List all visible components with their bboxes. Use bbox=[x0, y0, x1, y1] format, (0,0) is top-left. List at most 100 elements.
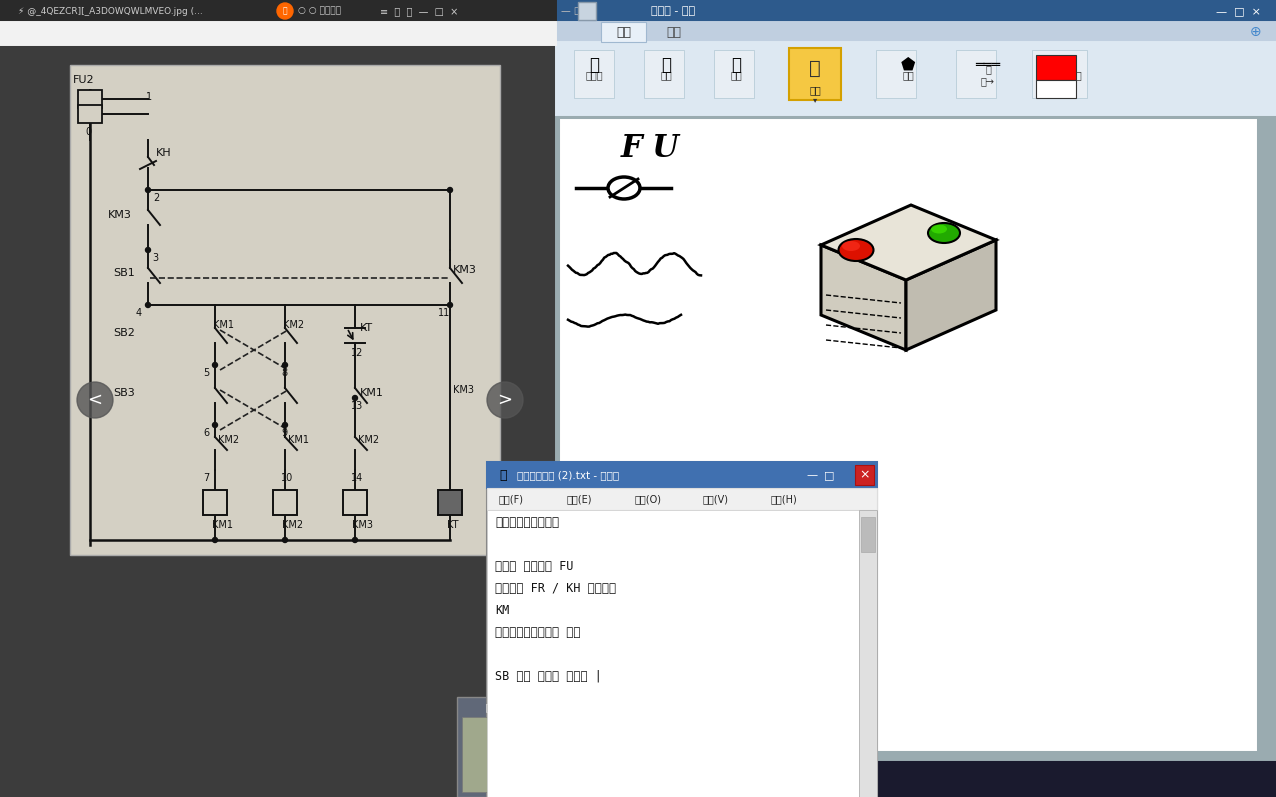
Ellipse shape bbox=[842, 241, 860, 251]
Bar bbox=[556, 42, 1276, 115]
Text: 🖌: 🖌 bbox=[809, 58, 820, 77]
Text: 7: 7 bbox=[203, 473, 209, 483]
Polygon shape bbox=[820, 245, 906, 350]
Text: —: — bbox=[806, 470, 818, 480]
Bar bbox=[1036, 55, 1076, 80]
Text: >: > bbox=[498, 391, 513, 409]
Text: ⊕: ⊕ bbox=[1250, 25, 1262, 39]
Text: ≡  ⧉  平  —  □  ×: ≡ ⧉ 平 — □ × bbox=[380, 6, 458, 16]
Bar bbox=[556, 0, 1276, 22]
Circle shape bbox=[352, 537, 357, 543]
Text: — □ ×: — □ × bbox=[561, 6, 595, 16]
Bar bbox=[487, 510, 859, 797]
Text: 查看: 查看 bbox=[666, 26, 681, 38]
Text: 电气控制装配与调试: 电气控制装配与调试 bbox=[495, 516, 559, 528]
Bar bbox=[556, 115, 1276, 760]
Circle shape bbox=[213, 537, 217, 543]
Text: KM1: KM1 bbox=[288, 435, 309, 445]
Text: 颜色: 颜色 bbox=[1071, 70, 1082, 80]
Bar bbox=[273, 490, 297, 515]
Ellipse shape bbox=[928, 223, 960, 243]
Text: KM3: KM3 bbox=[453, 385, 473, 395]
Bar bbox=[462, 717, 527, 792]
Circle shape bbox=[77, 382, 114, 418]
Bar bbox=[1032, 50, 1087, 98]
Circle shape bbox=[145, 303, 151, 308]
Text: —  □  ×: — □ × bbox=[1216, 6, 1261, 16]
Text: 新建文本文档 (2).txt - 记事本: 新建文本文档 (2).txt - 记事本 bbox=[517, 470, 619, 480]
Text: 帮助(H): 帮助(H) bbox=[771, 494, 798, 504]
Ellipse shape bbox=[838, 239, 874, 261]
Bar bbox=[956, 50, 997, 98]
Bar bbox=[78, 90, 102, 108]
Text: ⬟: ⬟ bbox=[901, 56, 915, 74]
Text: 编辑(E): 编辑(E) bbox=[567, 494, 592, 504]
Text: 熔断器 短路保护 FU: 熔断器 短路保护 FU bbox=[495, 559, 573, 572]
Circle shape bbox=[448, 187, 453, 193]
Polygon shape bbox=[906, 240, 997, 350]
Text: ×: × bbox=[860, 469, 870, 481]
Text: 格式(O): 格式(O) bbox=[635, 494, 662, 504]
Text: 热继电器 FR / KH 过载保护: 热继电器 FR / KH 过载保护 bbox=[495, 582, 616, 595]
Text: 6: 6 bbox=[203, 428, 209, 438]
Bar bbox=[487, 462, 877, 488]
Text: 工具: 工具 bbox=[730, 70, 741, 80]
Circle shape bbox=[487, 382, 523, 418]
Text: 粗
细→: 粗 细→ bbox=[981, 65, 995, 86]
Text: 5: 5 bbox=[203, 368, 209, 378]
Text: F U: F U bbox=[621, 132, 680, 163]
Text: KM1: KM1 bbox=[212, 520, 234, 530]
Ellipse shape bbox=[607, 177, 641, 199]
Circle shape bbox=[213, 363, 217, 367]
Text: 3: 3 bbox=[152, 253, 158, 263]
Bar bbox=[343, 490, 367, 515]
Text: 10: 10 bbox=[281, 473, 293, 483]
Text: 11: 11 bbox=[438, 308, 450, 318]
Text: KM1: KM1 bbox=[213, 320, 234, 330]
Text: 文件(F): 文件(F) bbox=[499, 494, 524, 504]
Text: KM2: KM2 bbox=[283, 320, 304, 330]
Bar bbox=[789, 48, 841, 100]
Text: KH: KH bbox=[156, 148, 172, 158]
Text: 刷子: 刷子 bbox=[809, 85, 820, 95]
Text: 查看(V): 查看(V) bbox=[703, 494, 729, 504]
Text: □: □ bbox=[824, 470, 835, 480]
Bar bbox=[861, 517, 875, 552]
Bar bbox=[561, 120, 1256, 750]
Text: KM2: KM2 bbox=[282, 520, 304, 530]
Text: KM2: KM2 bbox=[359, 435, 379, 445]
Bar bbox=[457, 697, 532, 797]
Bar bbox=[644, 50, 684, 98]
Circle shape bbox=[282, 537, 287, 543]
Bar bbox=[438, 490, 462, 515]
Text: 9: 9 bbox=[281, 428, 287, 438]
Text: 🔧: 🔧 bbox=[731, 56, 741, 74]
Bar bbox=[859, 510, 877, 797]
Text: KM1: KM1 bbox=[360, 388, 384, 398]
Circle shape bbox=[145, 248, 151, 253]
Bar bbox=[574, 50, 614, 98]
Text: KM3: KM3 bbox=[453, 265, 477, 275]
Text: 剪贴板: 剪贴板 bbox=[586, 70, 602, 80]
Bar bbox=[0, 45, 556, 797]
Text: ○ ○ 开通会员: ○ ○ 开通会员 bbox=[299, 6, 341, 15]
Text: 形状: 形状 bbox=[902, 70, 914, 80]
Text: 图像: 图像 bbox=[660, 70, 672, 80]
Text: ▾: ▾ bbox=[813, 96, 817, 104]
Text: 12: 12 bbox=[351, 348, 364, 358]
Bar bbox=[1036, 80, 1076, 98]
Bar bbox=[877, 50, 916, 98]
Text: 8: 8 bbox=[281, 368, 287, 378]
Bar bbox=[855, 465, 874, 485]
Text: 主页: 主页 bbox=[616, 26, 632, 38]
Bar bbox=[487, 462, 877, 797]
Bar bbox=[487, 488, 877, 510]
Circle shape bbox=[282, 363, 287, 367]
Text: 无标题 - 画图: 无标题 - 画图 bbox=[651, 6, 695, 16]
Bar bbox=[70, 65, 500, 555]
Bar bbox=[789, 50, 841, 98]
Circle shape bbox=[282, 422, 287, 427]
Bar bbox=[578, 2, 596, 20]
Circle shape bbox=[145, 187, 151, 193]
Polygon shape bbox=[820, 205, 997, 280]
